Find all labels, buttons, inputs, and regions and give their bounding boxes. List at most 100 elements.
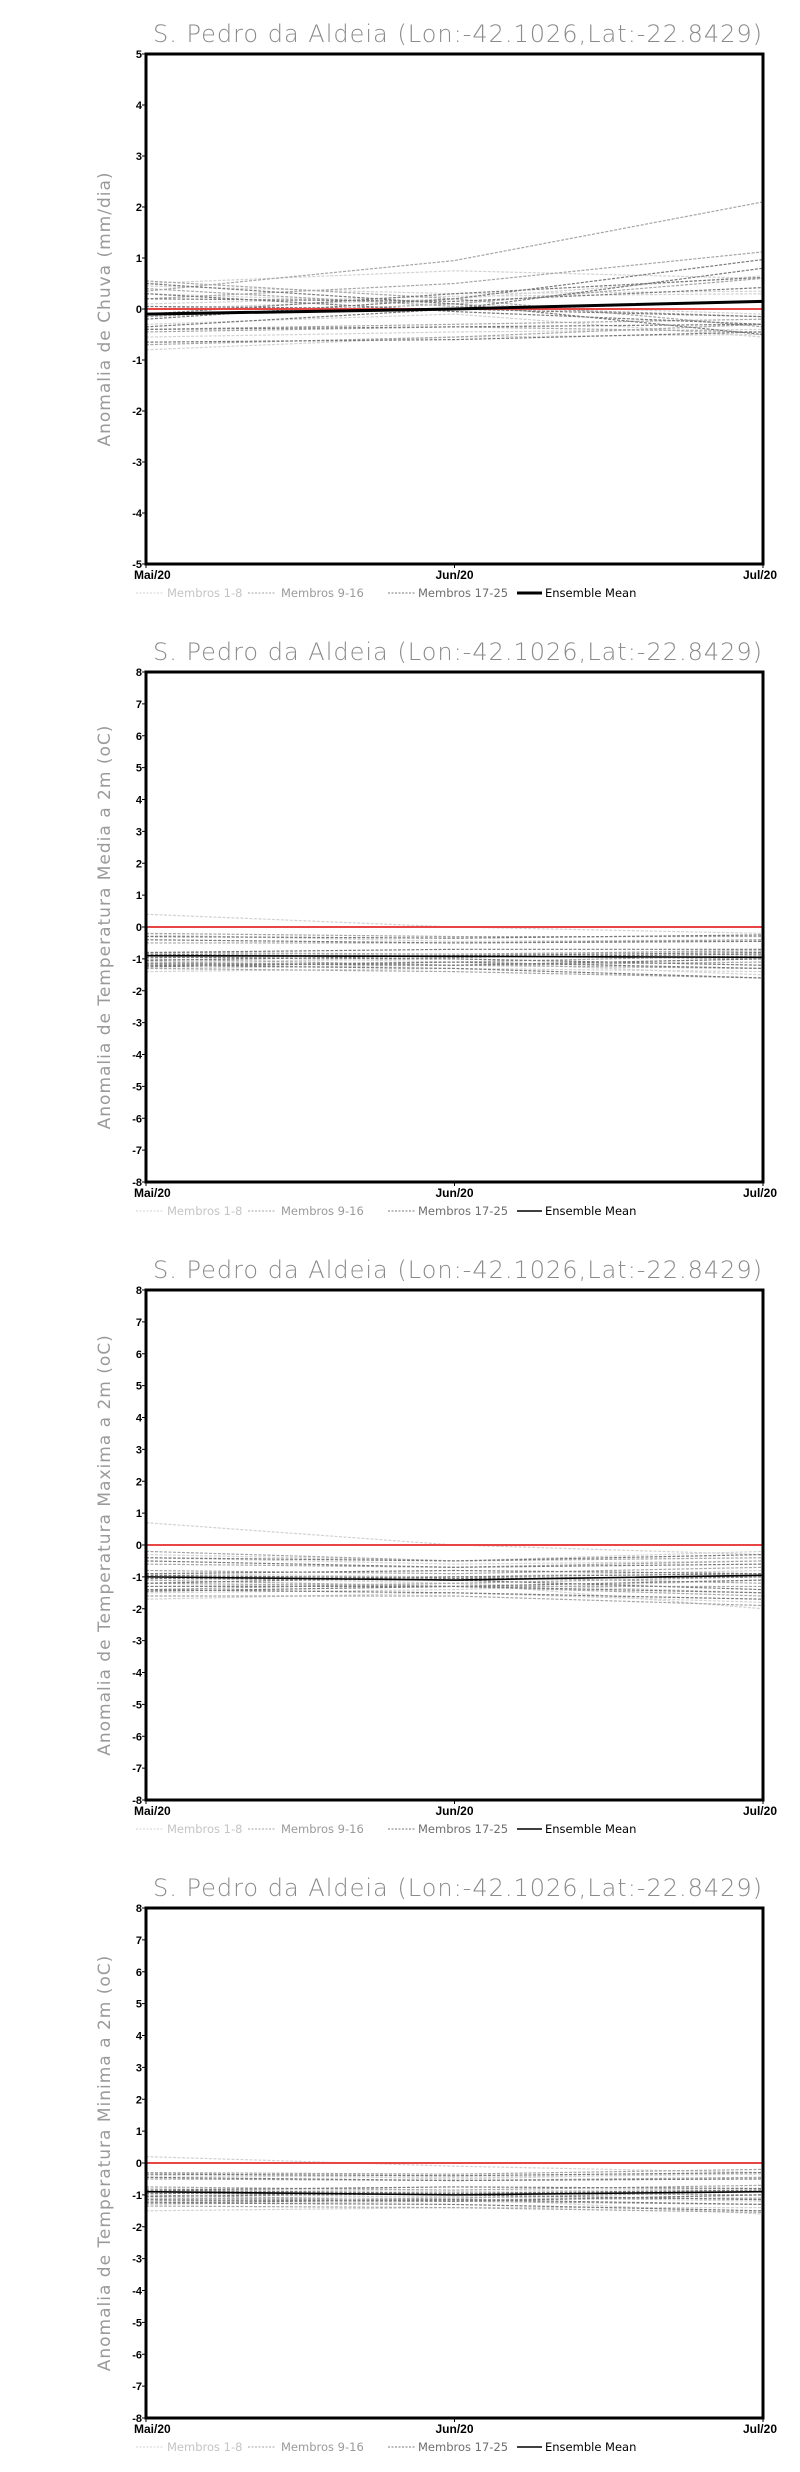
member-line-10 xyxy=(145,1576,764,1591)
y-tick-label: -8 xyxy=(132,1177,142,1189)
y-axis-label: Anomalia de Temperatura Minima a 2m (oC) xyxy=(95,1955,115,2372)
x-tick-label: Jun/20 xyxy=(435,2422,473,2436)
y-tick-label: 8 xyxy=(136,1903,142,1915)
member-line-19 xyxy=(145,286,764,302)
member-line-23 xyxy=(145,323,764,330)
member-line-13 xyxy=(145,318,764,330)
plot-frame xyxy=(144,670,765,1184)
y-tick-label: -5 xyxy=(132,2317,142,2329)
legend-label-m1: Membros 1-8 xyxy=(167,2440,242,2454)
member-line-7 xyxy=(145,313,764,338)
x-tick-label: Jul/20 xyxy=(743,568,777,582)
member-line-20 xyxy=(145,331,764,343)
y-tick-label: -3 xyxy=(132,2254,142,2266)
y-tick-label: -7 xyxy=(132,1145,142,1157)
legend-label-m3: Membros 17-25 xyxy=(418,1822,508,1836)
y-tick-label: 1 xyxy=(136,1508,142,1520)
member-line-9 xyxy=(145,201,764,292)
y-tick-label: -2 xyxy=(132,2222,142,2234)
member-line-14 xyxy=(145,2205,764,2214)
x-tick-label: Jun/20 xyxy=(435,1804,473,1818)
member-line-10 xyxy=(145,280,764,328)
y-tick-label: -8 xyxy=(132,1795,142,1807)
chart-svg: S. Pedro da Aldeia (Lon:-42.1026,Lat:-22… xyxy=(95,1874,777,2454)
member-line-18 xyxy=(145,2186,764,2191)
y-tick-label: 4 xyxy=(136,1413,143,1425)
chart-panel-4: S. Pedro da Aldeia (Lon:-42.1026,Lat:-22… xyxy=(0,1854,800,2472)
member-line-12 xyxy=(145,251,764,300)
x-tick-label: Jul/20 xyxy=(743,1186,777,1200)
y-tick-label: 1 xyxy=(136,2126,142,2138)
chart-svg: S. Pedro da Aldeia (Lon:-42.1026,Lat:-22… xyxy=(95,20,777,600)
y-tick-label: -3 xyxy=(132,457,142,469)
ensemble-mean-line xyxy=(145,299,764,316)
chart-panel-1: S. Pedro da Aldeia (Lon:-42.1026,Lat:-22… xyxy=(0,0,800,618)
legend-label-mean: Ensemble Mean xyxy=(545,1204,636,1218)
y-tick-label: 2 xyxy=(136,202,142,214)
x-tick-label: Mai/20 xyxy=(134,568,171,582)
y-tick-label: -4 xyxy=(132,508,143,520)
x-tick-label: Jul/20 xyxy=(743,1804,777,1818)
legend-label-m3: Membros 17-25 xyxy=(418,586,508,600)
y-tick-label: 2 xyxy=(136,858,142,870)
member-line-9 xyxy=(145,2168,764,2175)
ensemble-mean-line xyxy=(145,954,764,959)
y-tick-label: -6 xyxy=(132,1731,142,1743)
member-line-1 xyxy=(145,270,764,285)
y-tick-label: 4 xyxy=(136,100,143,112)
ensemble-mean-line xyxy=(145,2190,764,2196)
legend-label-mean: Ensemble Mean xyxy=(545,1822,636,1836)
chart-title: S. Pedro da Aldeia (Lon:-42.1026,Lat:-22… xyxy=(153,20,763,48)
y-tick-label: 8 xyxy=(136,667,142,679)
y-tick-label: 3 xyxy=(136,151,142,163)
member-line-23 xyxy=(145,2199,764,2206)
member-line-2 xyxy=(145,1557,764,1565)
ensemble-mean-line xyxy=(145,1574,764,1581)
member-line-11 xyxy=(145,2184,764,2191)
member-line-25 xyxy=(145,276,764,315)
y-tick-label: -6 xyxy=(132,1113,142,1125)
chart-panel-2: S. Pedro da Aldeia (Lon:-42.1026,Lat:-22… xyxy=(0,618,800,1236)
y-tick-label: 1 xyxy=(136,253,142,265)
member-line-25 xyxy=(145,2194,764,2202)
member-line-18 xyxy=(145,948,763,954)
member-line-19 xyxy=(145,2202,764,2212)
member-line-23 xyxy=(145,961,764,970)
y-tick-label: 7 xyxy=(136,1935,142,1947)
y-tick-label: 0 xyxy=(136,304,142,316)
y-tick-label: -2 xyxy=(132,1604,142,1616)
y-tick-label: 2 xyxy=(136,1476,142,1488)
y-tick-label: 0 xyxy=(136,2158,142,2170)
y-tick-label: 3 xyxy=(136,2062,142,2074)
member-line-1 xyxy=(145,2156,764,2174)
member-line-21 xyxy=(145,293,764,325)
legend-label-m2: Membros 9-16 xyxy=(281,586,364,600)
chart-title: S. Pedro da Aldeia (Lon:-42.1026,Lat:-22… xyxy=(153,1874,763,1902)
legend-label-m2: Membros 9-16 xyxy=(281,2440,364,2454)
plot-frame xyxy=(144,1288,765,1802)
x-tick-label: Mai/20 xyxy=(134,1804,171,1818)
member-line-22 xyxy=(145,939,764,944)
y-tick-label: -7 xyxy=(132,1763,142,1775)
legend-label-m1: Membros 1-8 xyxy=(167,1822,242,1836)
member-line-19 xyxy=(145,964,764,979)
y-tick-label: -7 xyxy=(132,2381,142,2393)
member-line-14 xyxy=(146,1595,764,1607)
y-tick-label: -3 xyxy=(132,1018,142,1030)
member-line-20 xyxy=(145,956,764,966)
member-line-25 xyxy=(146,1579,764,1588)
member-line-18 xyxy=(145,267,764,328)
y-tick-label: -4 xyxy=(132,1050,143,1062)
y-tick-label: 3 xyxy=(136,1444,142,1456)
member-line-17 xyxy=(145,2171,764,2177)
y-tick-label: -4 xyxy=(132,2286,143,2298)
y-tick-label: -2 xyxy=(132,406,142,418)
y-tick-label: 6 xyxy=(136,1967,142,1979)
y-tick-label: -5 xyxy=(132,1699,142,1711)
y-tick-label: -2 xyxy=(132,986,142,998)
legend-label-mean: Ensemble Mean xyxy=(545,2440,636,2454)
y-tick-label: 5 xyxy=(136,49,142,61)
x-tick-label: Jul/20 xyxy=(743,2422,777,2436)
y-tick-label: -1 xyxy=(132,1572,142,1584)
